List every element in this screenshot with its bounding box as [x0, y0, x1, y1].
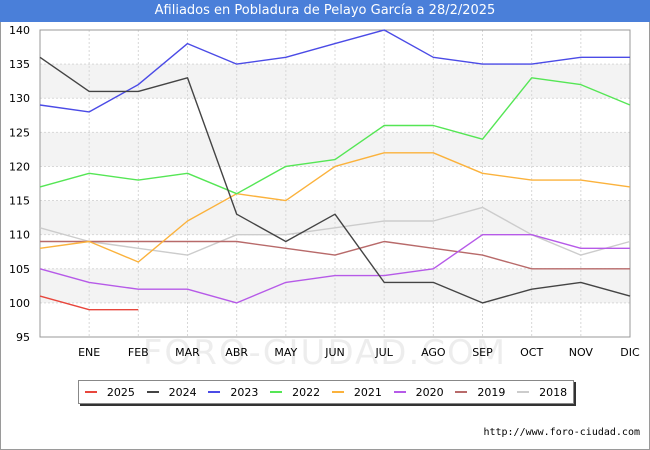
legend-swatch [270, 391, 283, 393]
plot-band [40, 64, 630, 99]
legend-swatch [84, 391, 97, 393]
legend-swatch [393, 391, 406, 393]
legend-label: 2019 [477, 385, 506, 399]
legend-label: 2025 [106, 385, 135, 399]
legend-label: 2018 [539, 385, 568, 399]
legend-swatch [208, 391, 221, 393]
series-line-2024 [39, 56, 631, 304]
legend-swatch [455, 391, 468, 393]
y-tick-label: 110 [9, 229, 30, 242]
source-url: http://www.foro-ciudad.com [483, 427, 640, 438]
y-tick-label: 115 [9, 195, 30, 208]
x-tick-label: JUN [324, 346, 345, 359]
x-tick-label: MAR [175, 346, 200, 359]
x-tick-label: AGO [421, 346, 446, 359]
plot-area [39, 29, 631, 338]
x-tick-label: FEB [128, 346, 149, 359]
x-tick-label: ENE [78, 346, 100, 359]
series-line-2021 [39, 152, 631, 263]
y-tick-label: 125 [9, 126, 30, 139]
legend-item-2024: 2024 [146, 385, 197, 399]
y-tick-label: 135 [9, 58, 30, 71]
series-line-2019 [40, 240, 630, 270]
legend-swatch [146, 391, 159, 393]
legend-label: 2024 [168, 385, 197, 399]
plot-band [40, 200, 630, 235]
x-tick-label: ABR [225, 346, 248, 359]
legend-swatch [517, 391, 530, 393]
x-tick-label: MAY [274, 346, 297, 359]
y-tick-label: 100 [9, 297, 30, 310]
x-tick-label: OCT [520, 346, 543, 359]
series-line-2020 [39, 234, 630, 304]
legend-item-2021: 2021 [331, 385, 382, 399]
y-tick-label: 105 [9, 263, 30, 276]
legend-label: 2022 [292, 385, 321, 399]
x-tick-label: DIC [620, 346, 640, 359]
x-tick-label: JUL [374, 346, 393, 359]
legend-item-2022: 2022 [270, 386, 320, 399]
y-tick-label: 120 [9, 160, 30, 173]
watermark-text: FORO-CIUDAD.COM [142, 333, 508, 373]
series-line-2022 [39, 77, 631, 195]
legend-swatch [331, 391, 344, 393]
legend-label: 2021 [353, 385, 382, 399]
legend-label: 2023 [230, 385, 259, 399]
series-line-2025 [39, 295, 139, 311]
legend-item-2018: 2018 [517, 386, 567, 399]
legend-item-2023: 2023 [208, 386, 258, 399]
y-tick-label: 95 [16, 331, 30, 344]
chart-legend: 2025 2024 2023 2022 2021 2020 2019 2018 [78, 380, 574, 404]
legend-label: 2020 [415, 385, 444, 399]
legend-item-2020: 2020 [393, 385, 444, 399]
legend-item-2025: 2025 [84, 385, 135, 399]
plot-band [40, 268, 630, 303]
legend-item-2019: 2019 [455, 386, 505, 399]
y-tick-label: 140 [9, 24, 30, 37]
x-tick-label: SEP [472, 346, 493, 359]
y-tick-label: 130 [9, 92, 30, 105]
x-tick-label: NOV [569, 346, 594, 359]
series-line-2023 [39, 29, 630, 113]
plot-band [40, 132, 630, 167]
chart-title: Afiliados en Pobladura de Pelayo García … [0, 0, 650, 22]
